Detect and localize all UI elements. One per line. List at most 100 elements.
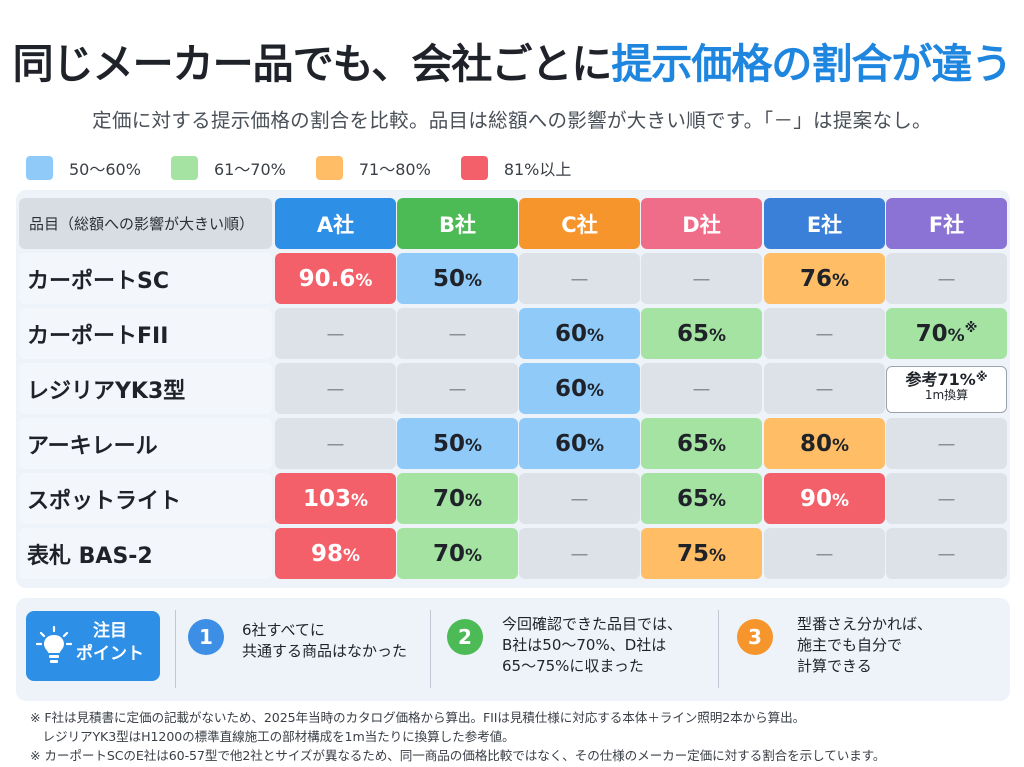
table-cell: － <box>886 418 1007 469</box>
table-cell: 65% <box>641 473 762 524</box>
column-header: A社 <box>275 198 396 249</box>
no-proposal-dash: － <box>935 543 958 569</box>
table-cell: － <box>641 363 762 414</box>
legend-item: 81%以上 <box>460 156 572 180</box>
title-part2-highlight: 提示価格の割合が違う <box>611 40 1012 88</box>
table-cell: 70% <box>397 528 518 579</box>
table-cell: － <box>764 363 885 414</box>
legend-swatch <box>26 156 53 180</box>
point-text-line: 6社すべてに <box>242 621 325 639</box>
badge-text: 注目 ポイント <box>76 620 144 666</box>
point-text-line: 型番さえ分かれば、 <box>797 615 933 633</box>
point-text-line: 共通する商品はなかった <box>242 642 408 660</box>
table-cell: 70% <box>397 473 518 524</box>
percent-value: 65% <box>676 430 727 457</box>
percent-value: 65% <box>676 485 727 512</box>
row-label: アーキレール <box>19 418 272 469</box>
point-text-line: 施主でも自分で <box>797 636 903 654</box>
point-text: 6社すべてに共通する商品はなかった <box>242 620 407 662</box>
table-cell: 60% <box>519 308 640 359</box>
points-divider <box>718 610 719 688</box>
percent-value: 98% <box>310 540 361 567</box>
badge-line2: ポイント <box>76 643 144 664</box>
reference-main: 参考71%※ <box>905 370 988 389</box>
table-cell: － <box>275 418 396 469</box>
column-header: C社 <box>519 198 640 249</box>
legend-label: 61〜70% <box>213 160 286 179</box>
table-cell: 103% <box>275 473 396 524</box>
table-cell: 75% <box>641 528 762 579</box>
table-cell: 70%※ <box>886 308 1007 359</box>
table-cell: 90.6% <box>275 253 396 304</box>
percent-value: 70% <box>432 485 483 512</box>
legend-swatch <box>170 156 198 180</box>
table-cell: － <box>641 253 762 304</box>
point-text-line: 65〜75%に収まった <box>502 657 644 675</box>
table-cell: － <box>886 473 1007 524</box>
table-cell: － <box>397 363 518 414</box>
table-cell: － <box>519 253 640 304</box>
title-part1: 同じメーカー品でも、会社ごとに <box>12 40 613 88</box>
column-header: F社 <box>886 198 1007 249</box>
percent-value: 90% <box>799 485 850 512</box>
point-number-badge: 2 <box>447 619 483 655</box>
reference-value-cell: 参考71%※ 1m換算 <box>886 366 1007 413</box>
table-cell: 65% <box>641 418 762 469</box>
percent-value: 50% <box>432 430 483 457</box>
no-proposal-dash: － <box>813 543 836 569</box>
point-text-line: 計算できる <box>797 657 872 675</box>
percent-value: 70% <box>432 540 483 567</box>
percent-value: 60% <box>554 375 605 402</box>
row-label: カーポートSC <box>19 253 272 304</box>
table-cell: － <box>275 363 396 414</box>
points-divider <box>175 610 176 688</box>
table-cell: 50% <box>397 418 518 469</box>
table-cell: － <box>764 528 885 579</box>
footnote-2: レジリアYK3型はH1200の標準直線施工の部材構成を1m当たりに換算した参考値… <box>30 729 515 744</box>
reference-sub: 1m換算 <box>924 387 969 402</box>
legend-item: 50〜60% <box>26 156 141 180</box>
legend-swatch <box>460 156 488 180</box>
percent-value: 70%※ <box>915 320 978 347</box>
footnote-1: ※ F社は見積書に定価の記載がないため、2025年当時のカタログ価格から算出。F… <box>30 710 806 725</box>
percent-value: 76% <box>799 265 850 292</box>
no-proposal-dash: － <box>446 323 469 349</box>
lightbulb-icon <box>36 625 72 663</box>
no-proposal-dash: － <box>324 433 347 459</box>
column-header: E社 <box>764 198 885 249</box>
percent-value: 65% <box>676 320 727 347</box>
no-proposal-dash: － <box>935 268 958 294</box>
points-divider <box>430 610 431 688</box>
legend-label: 71〜80% <box>358 160 431 179</box>
color-legend: 50〜60% 61〜70% 71〜80% 81%以上 <box>26 156 601 180</box>
percent-value: 103% <box>302 485 369 512</box>
point-text: 今回確認できた品目では、 B社は50〜70%、D社は 65〜75%に収まった <box>502 614 682 677</box>
column-header: B社 <box>397 198 518 249</box>
page-subtitle: 定価に対する提示価格の割合を比較。品目は総額への影響が大きい順です。「－」は提案… <box>92 109 932 132</box>
table-cell: － <box>886 253 1007 304</box>
table-cell: 60% <box>519 363 640 414</box>
point-text-line: 今回確認できた品目では、 <box>502 615 683 633</box>
table-cell: － <box>519 473 640 524</box>
table-cell: － <box>886 528 1007 579</box>
badge-line1: 注目 <box>93 621 127 641</box>
table-cell: 50% <box>397 253 518 304</box>
no-proposal-dash: － <box>446 378 469 404</box>
no-proposal-dash: － <box>935 433 958 459</box>
table-cell: 80% <box>764 418 885 469</box>
no-proposal-dash: － <box>568 543 591 569</box>
no-proposal-dash: － <box>324 323 347 349</box>
table-cell: － <box>397 308 518 359</box>
table-cell: 76% <box>764 253 885 304</box>
legend-item: 61〜70% <box>170 156 286 180</box>
percent-value: 60% <box>554 320 605 347</box>
key-points-badge: 注目 ポイント <box>26 611 160 681</box>
footnote-3: ※ カーポートSCのE社は60-57型で他2社とサイズが異なるため、同一商品の価… <box>30 748 886 763</box>
percent-value: 60% <box>554 430 605 457</box>
row-label: レジリアYK3型 <box>19 363 272 414</box>
legend-item: 71〜80% <box>315 156 431 180</box>
legend-label: 81%以上 <box>503 160 572 179</box>
point-number-badge: 1 <box>188 619 224 655</box>
percent-value: 50% <box>432 265 483 292</box>
percent-value: 90.6% <box>298 265 373 292</box>
